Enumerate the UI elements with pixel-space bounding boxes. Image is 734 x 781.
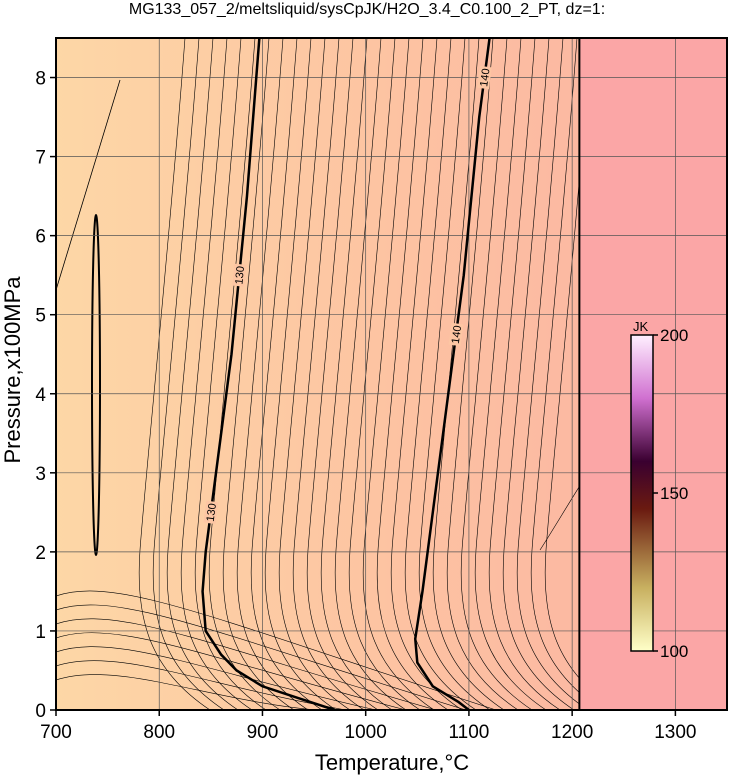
contour-line [201,38,336,710]
contour-label-bg [203,500,219,525]
artifact [91,214,101,556]
contour-label-bg [448,322,464,347]
thin-contour [446,38,519,710]
thin-contour [56,660,347,710]
colorbar-tick-label: 200 [660,326,688,345]
thin-contour [404,38,477,710]
thin-contour [488,38,561,710]
thin-contour [250,38,323,710]
x-tick-label: 1200 [551,722,593,743]
thin-contour [138,38,211,710]
y-tick-label: 5 [35,306,46,327]
contour-label-group: 130 [232,263,247,287]
thin-contour [292,38,365,710]
y-tick-label: 4 [35,385,46,406]
y-axis-label: Pressure,x100MPa [0,276,25,464]
thin-contour [56,674,317,710]
thin-contour [376,38,449,710]
y-tick-label: 8 [35,69,46,90]
contour-label: 140 [478,68,492,88]
contour-label: 130 [233,266,247,285]
thin-contour [222,38,295,710]
thin-contour [390,38,463,710]
thin-contour [320,38,393,710]
thin-contours [56,38,727,710]
plot-frame [55,37,728,711]
chart-title: MG133_057_2/meltsliquid/sysCpJK/H2O_3.4_… [129,1,605,18]
colorbar-label: JK [633,319,649,334]
x-tick-label: 700 [40,722,72,743]
contour-label-group: 130 [203,500,219,525]
contour-label: 140 [450,325,464,345]
thin-contour [152,38,225,710]
y-tick-label: 6 [35,227,46,248]
contour-label-bg [477,65,492,90]
x-tick-label: 1000 [345,722,387,743]
thin-contour [544,38,617,710]
y-tick-label: 3 [35,464,46,485]
thin-contour [348,38,421,710]
thin-contour [56,632,407,710]
x-tick-label: 900 [247,722,279,743]
thin-contour [180,38,253,710]
thin-contour [516,38,589,710]
thin-contour [56,590,497,710]
thin-contour [56,618,437,710]
thin-contour [264,38,337,710]
x-tick-label: 1100 [448,722,489,743]
contour-label-group: 140 [477,65,493,90]
y-tick-label: 2 [35,543,46,564]
thin-contour [460,38,533,710]
thin-contour [418,38,491,710]
thin-contour [56,604,467,710]
colorbar-tick-label: 100 [660,642,688,661]
contour-label-bg [232,263,247,287]
thin-contour [166,38,239,710]
thin-contour [278,38,351,710]
colorbar [630,334,654,652]
contour-label: 130 [205,503,219,523]
contour-label-group: 140 [448,322,464,347]
x-tick-label: 1300 [654,722,696,743]
y-tick-label: 7 [35,148,46,169]
thin-contour [56,646,377,710]
thin-contour [362,38,435,710]
x-tick-label: 800 [143,722,175,743]
thin-contour [502,38,575,710]
thin-contour [194,38,267,710]
x-axis-label: Temperature,°C [315,750,469,775]
thin-contour [432,38,505,710]
thin-contour [56,79,121,291]
thin-contour [474,38,547,710]
thin-contour [306,38,379,710]
y-tick-label: 0 [35,701,46,722]
y-tick-label: 1 [35,622,46,643]
thin-contour [530,38,603,710]
thin-contour [236,38,309,710]
contour-line [413,38,491,710]
colorbar-tick-label: 150 [660,484,688,503]
thin-contour [334,38,407,710]
